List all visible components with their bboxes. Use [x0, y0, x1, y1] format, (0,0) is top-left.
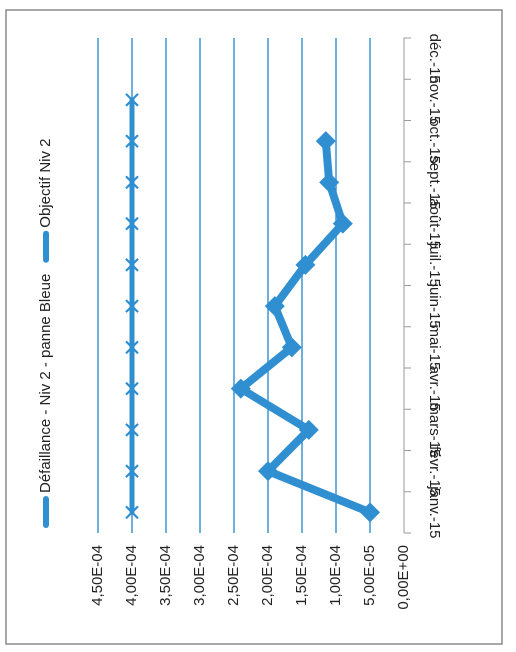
data-point	[125, 381, 139, 396]
category-label: avr.-15	[426, 366, 443, 412]
category-label: déc.-15	[426, 34, 443, 84]
category-label: nov.-15	[426, 75, 443, 124]
data-point	[125, 423, 139, 437]
y-tick-label: 2,00E-04	[259, 545, 276, 606]
data-point	[332, 213, 353, 234]
data-point	[298, 419, 319, 440]
legend-label: Défaillance - Niv 2 - panne Bleue	[37, 274, 54, 493]
data-point	[295, 254, 316, 275]
data-point	[125, 464, 139, 478]
legend: Défaillance - Niv 2 - panne Bleue Objecti…	[37, 139, 54, 528]
y-tick-label: 3,50E-04	[157, 545, 174, 606]
category-labels: janv.-15févr.-15mars-15avr.-15mai-15juin…	[426, 34, 443, 539]
category-label: juil.-15	[426, 242, 443, 287]
data-point	[125, 175, 139, 190]
data-point	[125, 93, 139, 107]
category-label: oct.-15	[426, 118, 443, 164]
series	[125, 93, 380, 523]
data-point	[264, 296, 285, 317]
y-tick-label: 5,00E-05	[361, 545, 378, 606]
data-point	[125, 216, 139, 231]
y-tick-label: 1,00E-04	[327, 545, 344, 606]
category-label: févr.-15	[426, 446, 443, 496]
y-tick-label: 1,50E-04	[293, 545, 310, 606]
category-label: janv.-15	[426, 485, 443, 538]
data-point	[281, 337, 302, 358]
y-tick-label: 2,50E-04	[225, 545, 242, 606]
data-point	[125, 258, 139, 272]
category-label: juin-15	[426, 283, 443, 329]
y-tick-labels: 0,00E+00 5,00E-05 1,00E-04 1,50E-04 2,00E-04…	[89, 545, 412, 610]
data-point	[125, 505, 139, 520]
legend-label: Objectif Niv 2	[37, 139, 54, 228]
y-tick-label: 4,00E-04	[123, 545, 140, 606]
data-point	[125, 299, 139, 313]
axes	[403, 37, 411, 534]
category-label: mai-15	[426, 324, 443, 370]
data-point	[258, 461, 278, 482]
data-point	[360, 502, 380, 523]
data-point	[315, 131, 336, 152]
y-tick-label: 4,50E-04	[89, 545, 106, 606]
gridlines	[97, 38, 371, 533]
data-point	[230, 378, 251, 399]
category-label: mars-15	[426, 402, 443, 457]
chart-frame	[5, 9, 503, 645]
series-line	[236, 137, 374, 517]
data-point	[319, 172, 340, 193]
category-label: sept.-15	[426, 155, 443, 209]
category-label: août-15	[426, 198, 443, 249]
data-point	[125, 134, 139, 148]
data-point	[125, 340, 139, 355]
y-tick-label: 3,00E-04	[191, 545, 208, 606]
y-tick-label: 0,00E+00	[395, 545, 412, 610]
